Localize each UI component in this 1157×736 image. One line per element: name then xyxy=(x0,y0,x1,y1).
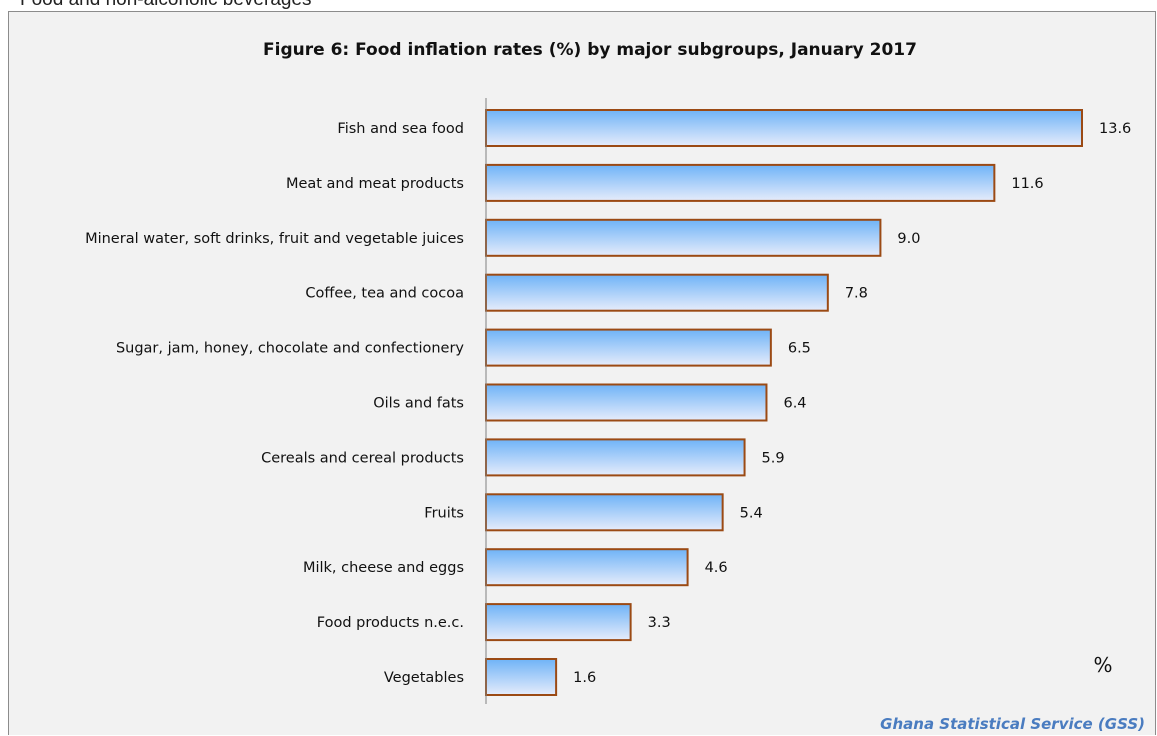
bar xyxy=(485,548,689,587)
category-label: Fruits xyxy=(424,505,464,521)
value-label: 13.6 xyxy=(1099,121,1131,137)
value-label: 5.9 xyxy=(762,450,785,466)
bar xyxy=(485,163,996,202)
value-label: 4.6 xyxy=(705,560,728,576)
category-label: Coffee, tea and cocoa xyxy=(305,286,464,302)
value-label: 9.0 xyxy=(897,231,920,247)
category-label: Vegetables xyxy=(384,670,464,686)
bar xyxy=(485,438,746,477)
bar xyxy=(485,109,1083,147)
bar xyxy=(485,658,558,696)
value-label: 5.4 xyxy=(740,505,763,521)
unit-label: % xyxy=(1093,653,1112,677)
category-label: Meat and meat products xyxy=(286,176,464,192)
category-label: Sugar, jam, honey, chocolate and confect… xyxy=(116,341,464,357)
bar xyxy=(485,218,882,257)
bar xyxy=(485,383,768,422)
value-label: 1.6 xyxy=(573,670,596,686)
value-label: 6.4 xyxy=(783,396,806,412)
chart-frame: Figure 6: Food inflation rates (%) by ma… xyxy=(8,11,1156,735)
chart-title: Figure 6: Food inflation rates (%) by ma… xyxy=(263,40,917,60)
category-label: Cereals and cereal products xyxy=(261,450,464,466)
value-label: 6.5 xyxy=(788,341,811,357)
category-label: Mineral water, soft drinks, fruit and ve… xyxy=(85,231,464,247)
page-caption: Food and non-alcoholic beverages xyxy=(20,0,312,11)
bar xyxy=(485,273,829,312)
category-label: Food products n.e.c. xyxy=(317,615,464,631)
bars-layer: Fish and sea food 13.6 Meat and meat produ… xyxy=(85,109,1131,696)
category-label: Fish and sea food xyxy=(337,121,464,137)
bar xyxy=(485,493,724,532)
category-label: Milk, cheese and eggs xyxy=(303,560,464,576)
value-label: 3.3 xyxy=(648,615,671,631)
bar-chart: Figure 6: Food inflation rates (%) by ma… xyxy=(85,40,1145,733)
bar xyxy=(485,328,772,367)
category-label: Oils and fats xyxy=(373,396,464,412)
value-label: 7.8 xyxy=(845,286,868,302)
source-label: Ghana Statistical Service (GSS) xyxy=(880,715,1145,733)
value-label: 11.6 xyxy=(1011,176,1043,192)
bar xyxy=(485,603,632,642)
